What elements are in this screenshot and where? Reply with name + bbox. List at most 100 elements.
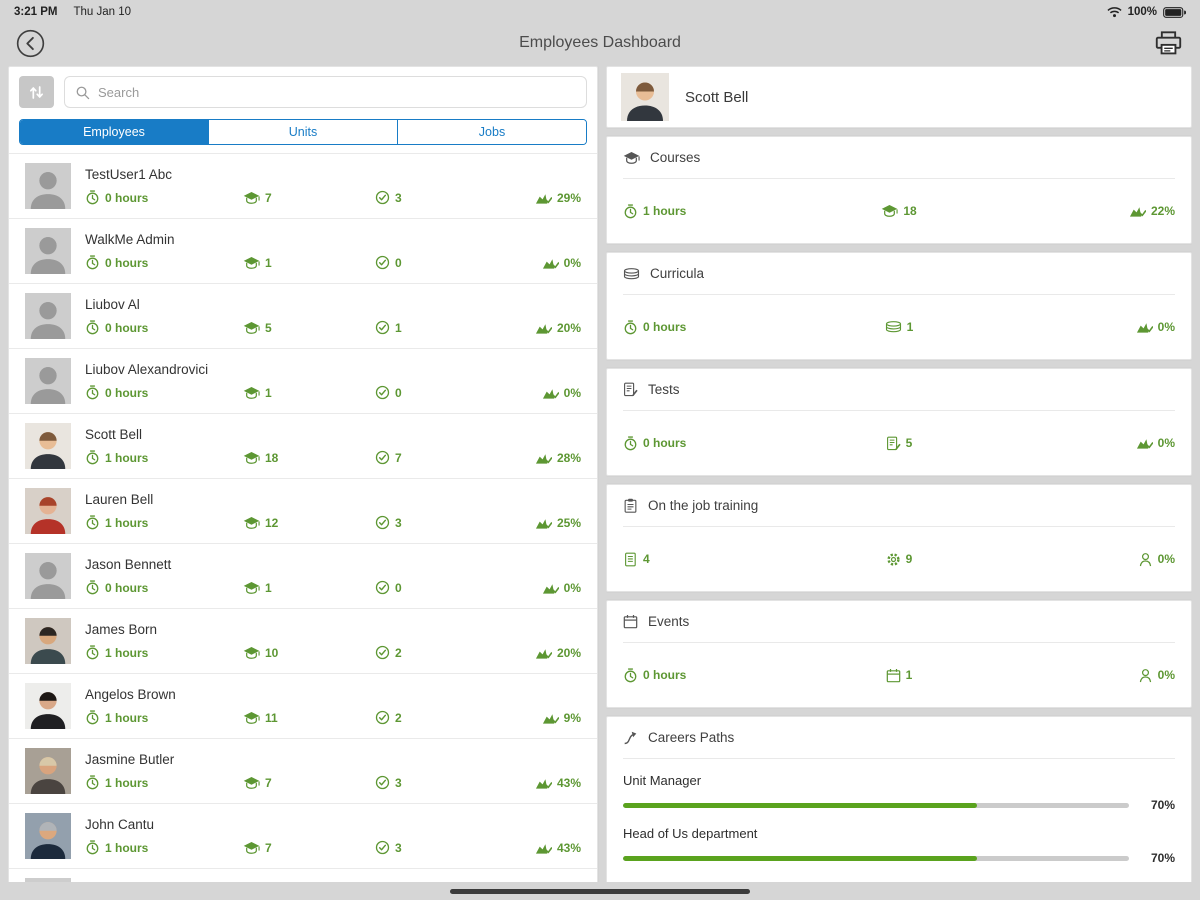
graduation-cap-icon [243, 190, 260, 206]
count-stat: 1 [886, 668, 912, 683]
tests-card: Tests 0 hours 5 0% [606, 368, 1192, 476]
sort-button[interactable] [19, 76, 54, 108]
employee-avatar [25, 163, 71, 209]
profile-name: Scott Bell [685, 88, 749, 106]
app-header: Employees Dashboard [0, 22, 1200, 64]
content-area: Employees Units Jobs TestUser1 Abc 0 hou… [8, 66, 1192, 900]
clock-icon [85, 840, 100, 855]
hours-stat: 0 hours [85, 580, 243, 595]
count-stat: 18 [881, 203, 917, 219]
card-title: Courses [650, 150, 701, 165]
employee-row[interactable]: John Cantu 1 hours 7 3 43% [9, 803, 597, 868]
count-stat: 5 [886, 436, 912, 451]
home-indicator[interactable] [450, 888, 750, 894]
clock-icon [85, 320, 100, 335]
graduation-cap-icon [243, 580, 260, 596]
employee-name: Angelos Brown [85, 686, 176, 702]
count-stat: 1 [885, 319, 913, 335]
clock-icon [85, 190, 100, 205]
courses-stat: 12 [243, 515, 375, 531]
employee-name: Jason Bennett [85, 556, 172, 572]
search-icon [75, 85, 90, 100]
detail-panel: Scott Bell Courses 1 hours 18 22% Curric… [606, 66, 1192, 900]
on-the-job-training-card: On the job training 4 9 0% [606, 484, 1192, 592]
search-input[interactable] [98, 84, 576, 100]
chart-icon [535, 515, 552, 531]
tab-jobs[interactable]: Jobs [397, 120, 586, 144]
completed-stat: 2 [375, 710, 542, 725]
employee-row[interactable]: Jasmine Butler 1 hours 7 3 43% [9, 738, 597, 803]
profile-card: Scott Bell [606, 66, 1192, 128]
calendar-icon [623, 614, 638, 629]
employee-avatar [25, 423, 71, 469]
clipboard-icon [623, 498, 638, 513]
clock-icon [623, 668, 638, 683]
courses-stat: 7 [243, 775, 375, 791]
hours-stat: 0 hours [623, 320, 885, 335]
employee-row[interactable]: Liubov Alexandrovici 0 hours 1 0 0% [9, 348, 597, 413]
completed-stat: 0 [375, 580, 542, 595]
employee-row[interactable]: Angelos Brown 1 hours 11 2 9% [9, 673, 597, 738]
employee-list-panel: Employees Units Jobs TestUser1 Abc 0 hou… [8, 66, 598, 900]
completed-stat: 3 [375, 190, 535, 205]
percent-stat: 0% [1136, 435, 1175, 451]
check-circle-icon [375, 450, 390, 465]
employee-row[interactable]: Lauren Bell 1 hours 12 3 25% [9, 478, 597, 543]
progress-bar [623, 855, 1129, 861]
progress-stat: 29% [535, 190, 581, 206]
sort-icon [28, 84, 45, 101]
completed-stat: 1 [375, 320, 535, 335]
employee-avatar [25, 358, 71, 404]
percent-stat: 0% [1138, 552, 1175, 567]
battery-percent: 100% [1127, 6, 1157, 18]
progress-bar [623, 802, 1129, 808]
employee-name: Scott Bell [85, 426, 143, 442]
graduation-cap-icon [243, 320, 260, 336]
hours-stat: 1 hours [85, 450, 243, 465]
clock-icon [85, 515, 100, 530]
completed-stat: 3 [375, 515, 535, 530]
print-button[interactable] [1155, 31, 1182, 55]
check-circle-icon [375, 840, 390, 855]
status-bar: 3:21 PM Thu Jan 10 100% [0, 0, 1200, 22]
employee-row[interactable]: Scott Bell 1 hours 18 7 28% [9, 413, 597, 478]
courses-stat: 11 [243, 710, 375, 726]
tab-units[interactable]: Units [208, 120, 397, 144]
progress-stat: 25% [535, 515, 581, 531]
chart-icon [1129, 203, 1146, 219]
calendar-icon [886, 668, 901, 683]
card-title: Tests [648, 382, 680, 397]
completed-stat: 3 [375, 775, 535, 790]
graduation-cap-icon [243, 255, 260, 271]
career-path-item: Head of Us department 70% [623, 812, 1175, 865]
back-button[interactable] [16, 29, 45, 58]
courses-stat: 18 [243, 450, 375, 466]
clock-icon [623, 320, 638, 335]
progress-stat: 0% [542, 255, 581, 271]
search-box[interactable] [64, 76, 587, 108]
employee-row[interactable]: Liubov Al 0 hours 5 1 20% [9, 283, 597, 348]
segmented-control: Employees Units Jobs [19, 119, 587, 145]
page-title: Employees Dashboard [519, 34, 681, 51]
employee-avatar [25, 618, 71, 664]
clock-icon [85, 580, 100, 595]
employee-row[interactable]: TestUser1 Abc 0 hours 7 3 29% [9, 153, 597, 218]
profile-avatar [621, 73, 669, 121]
tab-employees[interactable]: Employees [20, 120, 208, 144]
check-circle-icon [375, 255, 390, 270]
check-circle-icon [375, 775, 390, 790]
chart-icon [542, 385, 559, 401]
hours-stat: 0 hours [85, 320, 243, 335]
employee-row[interactable]: Jason Bennett 0 hours 1 0 0% [9, 543, 597, 608]
employee-row[interactable]: James Born 1 hours 10 2 20% [9, 608, 597, 673]
progress-percent: 70% [1150, 798, 1175, 812]
curricula-card: Curricula 0 hours 1 0% [606, 252, 1192, 360]
home-strip [0, 882, 1200, 900]
employee-row[interactable]: WalkMe Admin 0 hours 1 0 0% [9, 218, 597, 283]
employee-name: TestUser1 Abc [85, 166, 173, 182]
graduation-cap-icon [243, 710, 260, 726]
battery-icon [1163, 7, 1186, 18]
employee-row-partial[interactable] [9, 868, 597, 900]
graduation-cap-icon [243, 385, 260, 401]
chart-icon [535, 320, 552, 336]
